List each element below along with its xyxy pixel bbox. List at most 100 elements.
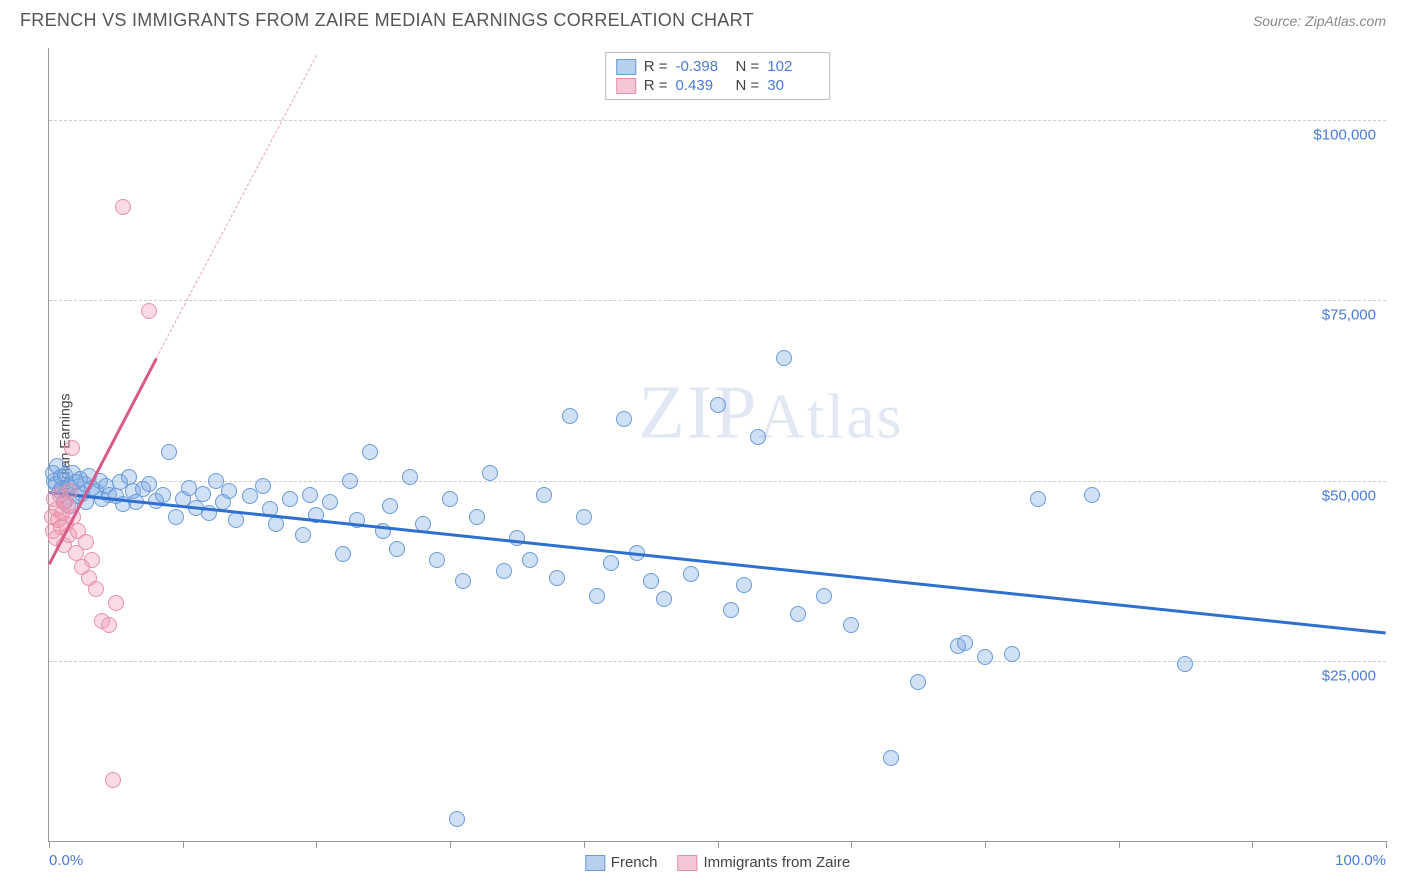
trend-line — [49, 491, 1386, 634]
data-point — [78, 534, 94, 550]
x-tick — [1386, 841, 1387, 848]
data-point — [656, 591, 672, 607]
data-point — [242, 488, 258, 504]
x-tick-label: 100.0% — [1335, 852, 1386, 869]
data-point — [268, 516, 284, 532]
data-point — [957, 635, 973, 651]
data-point — [576, 509, 592, 525]
data-point — [736, 577, 752, 593]
y-tick-label: $75,000 — [1322, 307, 1376, 324]
data-point — [469, 509, 485, 525]
x-tick — [851, 841, 852, 848]
data-point — [509, 530, 525, 546]
x-tick — [49, 841, 50, 848]
data-point — [168, 509, 184, 525]
data-point — [302, 487, 318, 503]
data-point — [750, 429, 766, 445]
data-point — [115, 199, 131, 215]
data-point — [643, 573, 659, 589]
data-point — [549, 570, 565, 586]
x-tick — [1119, 841, 1120, 848]
legend-swatch — [616, 78, 636, 94]
data-point — [496, 563, 512, 579]
x-tick-label: 0.0% — [49, 852, 83, 869]
data-point — [88, 581, 104, 597]
data-point — [536, 487, 552, 503]
data-point — [589, 588, 605, 604]
trend-line — [156, 55, 317, 358]
data-point — [449, 811, 465, 827]
data-point — [389, 541, 405, 557]
gridline — [49, 481, 1386, 482]
data-point — [603, 555, 619, 571]
data-point — [64, 440, 80, 456]
legend-label: Immigrants from Zaire — [703, 854, 850, 871]
x-tick — [584, 841, 585, 848]
legend-swatch — [616, 59, 636, 75]
data-point — [776, 350, 792, 366]
data-point — [105, 772, 121, 788]
scatter-plot-area: ZIPAtlas $25,000$50,000$75,000$100,0000.… — [48, 48, 1386, 842]
data-point — [335, 546, 351, 562]
data-point — [455, 573, 471, 589]
correlation-row: R =-0.398N =102 — [616, 57, 820, 76]
data-point — [816, 588, 832, 604]
data-point — [883, 750, 899, 766]
data-point — [522, 552, 538, 568]
data-point — [977, 649, 993, 665]
data-point — [161, 444, 177, 460]
x-tick — [450, 841, 451, 848]
gridline — [49, 120, 1386, 121]
data-point — [562, 408, 578, 424]
chart-title: FRENCH VS IMMIGRANTS FROM ZAIRE MEDIAN E… — [20, 10, 754, 31]
data-point — [282, 491, 298, 507]
correlation-legend: R =-0.398N =102R =0.439N =30 — [605, 52, 831, 100]
x-tick — [985, 841, 986, 848]
data-point — [1004, 646, 1020, 662]
data-point — [255, 478, 271, 494]
legend-item: Immigrants from Zaire — [677, 854, 850, 871]
data-point — [195, 486, 211, 502]
legend-item: French — [585, 854, 658, 871]
data-point — [62, 483, 78, 499]
data-point — [1177, 656, 1193, 672]
data-point — [429, 552, 445, 568]
data-point — [228, 512, 244, 528]
data-point — [342, 473, 358, 489]
data-point — [141, 303, 157, 319]
data-point — [790, 606, 806, 622]
data-point — [723, 602, 739, 618]
data-point — [442, 491, 458, 507]
data-point — [362, 444, 378, 460]
data-point — [108, 595, 124, 611]
data-point — [155, 487, 171, 503]
data-point — [221, 483, 237, 499]
series-legend: French Immigrants from Zaire — [585, 854, 850, 871]
legend-swatch — [585, 855, 605, 871]
data-point — [402, 469, 418, 485]
y-tick-label: $100,000 — [1313, 127, 1376, 144]
source-attribution: Source: ZipAtlas.com — [1253, 13, 1386, 29]
y-tick-label: $25,000 — [1322, 667, 1376, 684]
correlation-row: R =0.439N =30 — [616, 76, 820, 95]
data-point — [322, 494, 338, 510]
x-tick — [718, 841, 719, 848]
data-point — [382, 498, 398, 514]
data-point — [1084, 487, 1100, 503]
data-point — [84, 552, 100, 568]
data-point — [683, 566, 699, 582]
legend-swatch — [677, 855, 697, 871]
x-tick — [1252, 841, 1253, 848]
x-tick — [183, 841, 184, 848]
legend-label: French — [611, 854, 658, 871]
data-point — [1030, 491, 1046, 507]
watermark: ZIPAtlas — [638, 369, 903, 456]
data-point — [482, 465, 498, 481]
data-point — [710, 397, 726, 413]
data-point — [295, 527, 311, 543]
data-point — [101, 617, 117, 633]
data-point — [910, 674, 926, 690]
gridline — [49, 300, 1386, 301]
y-tick-label: $50,000 — [1322, 487, 1376, 504]
x-tick — [316, 841, 317, 848]
